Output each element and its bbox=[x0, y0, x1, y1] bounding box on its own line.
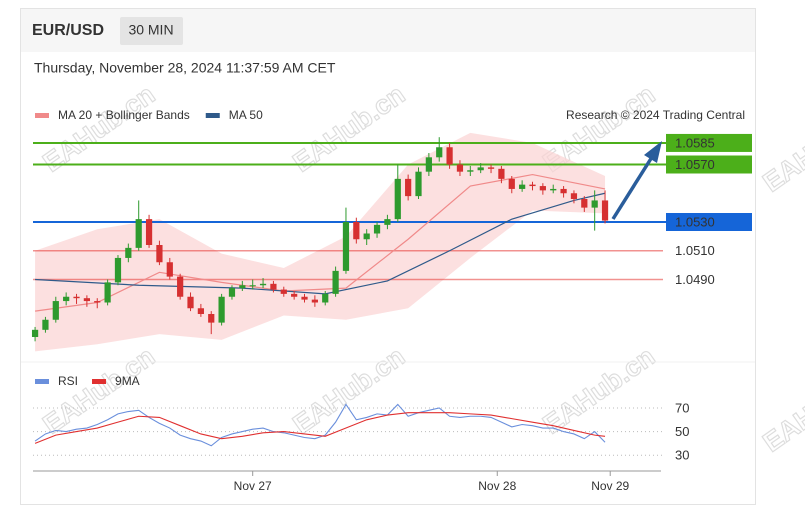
candle-body bbox=[570, 193, 578, 199]
candle-body bbox=[436, 147, 443, 158]
datetime: Thursday, November 28, 2024 11:37:59 AM … bbox=[34, 60, 336, 76]
indicator-line bbox=[34, 412, 606, 444]
x-tick-label: Nov 27 bbox=[234, 479, 272, 493]
candle-body bbox=[83, 298, 90, 302]
credit: Research © 2024 Trading Central bbox=[566, 108, 745, 122]
timeframe: 30 MIN bbox=[128, 22, 173, 38]
candle-body bbox=[363, 233, 370, 240]
candle-body bbox=[197, 308, 204, 314]
candle-body bbox=[63, 296, 70, 302]
arrow-head bbox=[644, 141, 662, 163]
candle-body bbox=[591, 200, 598, 208]
candle-body bbox=[342, 222, 350, 271]
candle-body bbox=[280, 289, 287, 294]
y-tick-label: 30 bbox=[675, 448, 689, 463]
x-tick-label: Nov 29 bbox=[591, 479, 629, 493]
indicator-line bbox=[34, 403, 606, 447]
candle-body bbox=[73, 296, 80, 299]
y-tick-label: 50 bbox=[675, 424, 689, 439]
candle-body bbox=[456, 164, 464, 172]
level-label-box bbox=[666, 213, 752, 231]
legend-swatch bbox=[35, 379, 49, 384]
legend-label: MA 50 bbox=[229, 108, 263, 122]
legend-swatch bbox=[92, 379, 107, 384]
candle-body bbox=[270, 283, 277, 290]
candle-body bbox=[31, 329, 39, 337]
candle-body bbox=[425, 157, 432, 172]
candle-body bbox=[114, 257, 122, 283]
legend-label: RSI bbox=[58, 374, 78, 388]
candle-body bbox=[228, 288, 236, 297]
arrow-shaft bbox=[611, 156, 654, 220]
level-label: 1.0585 bbox=[675, 135, 715, 150]
candle-body bbox=[166, 262, 173, 277]
candle-body bbox=[332, 270, 339, 294]
candle-body bbox=[94, 301, 101, 303]
candle-body bbox=[560, 188, 567, 194]
candle-body bbox=[384, 219, 391, 225]
candle-body bbox=[601, 200, 609, 221]
candle-body bbox=[177, 276, 184, 297]
candle-body bbox=[373, 224, 381, 234]
level-label-box bbox=[666, 133, 752, 152]
timeframe-badge bbox=[120, 17, 183, 45]
candle-body bbox=[394, 178, 401, 220]
candle-body bbox=[487, 167, 495, 169]
moving-average bbox=[35, 192, 606, 295]
candle-body bbox=[529, 184, 536, 187]
watermark: EAHub.cn bbox=[757, 359, 805, 458]
candle-body bbox=[581, 199, 588, 208]
candle-body bbox=[301, 296, 308, 300]
candle-body bbox=[446, 147, 453, 165]
candle-body bbox=[239, 285, 246, 289]
candle-body bbox=[135, 219, 142, 248]
level-label-box bbox=[666, 155, 752, 174]
legend-label: 9MA bbox=[115, 374, 140, 388]
legend-label: MA 20 + Bollinger Bands bbox=[58, 108, 190, 122]
candle-body bbox=[125, 247, 132, 258]
level-label: 1.0530 bbox=[675, 214, 715, 229]
candle-body bbox=[508, 178, 515, 189]
level-label: 1.0570 bbox=[675, 157, 715, 172]
candle-body bbox=[519, 184, 526, 189]
legend-swatch bbox=[205, 113, 220, 118]
candle-body bbox=[218, 296, 225, 323]
candle-body bbox=[42, 319, 49, 330]
candle-body bbox=[145, 219, 153, 245]
candle-body bbox=[322, 293, 329, 303]
candle-body bbox=[467, 170, 474, 172]
candle-body bbox=[156, 245, 163, 263]
projection-arrow bbox=[611, 141, 662, 220]
candle-body bbox=[550, 188, 557, 191]
watermark: EAHub.cn bbox=[757, 99, 805, 198]
candle-body bbox=[249, 285, 256, 287]
candle-body bbox=[187, 296, 194, 309]
price-panel: 1.0585 1.0570 1.0530 1.0510 1.0490 MA 20 + Bo… bbox=[31, 108, 752, 352]
level-label: 1.0510 bbox=[675, 243, 715, 258]
y-tick-label: 70 bbox=[675, 400, 689, 415]
candle-body bbox=[539, 186, 546, 191]
rsi-panel: 70 50 30 RSI 9MA Nov 27 Nov 28 Nov 29 bbox=[33, 374, 689, 493]
legend-swatch bbox=[35, 113, 49, 118]
candle-body bbox=[353, 222, 360, 240]
symbol: EUR/USD bbox=[32, 22, 104, 39]
level-label: 1.0490 bbox=[675, 272, 715, 287]
candle-body bbox=[415, 171, 422, 197]
candle-body bbox=[52, 301, 59, 320]
candle-body bbox=[291, 293, 298, 297]
candle-body bbox=[259, 283, 267, 286]
candle-body bbox=[405, 178, 412, 197]
candle-body bbox=[104, 282, 111, 303]
candle-body bbox=[208, 314, 215, 323]
candle-body bbox=[311, 299, 318, 303]
x-tick-label: Nov 28 bbox=[478, 479, 516, 493]
candle-body bbox=[477, 167, 484, 171]
candle-body bbox=[498, 168, 505, 179]
